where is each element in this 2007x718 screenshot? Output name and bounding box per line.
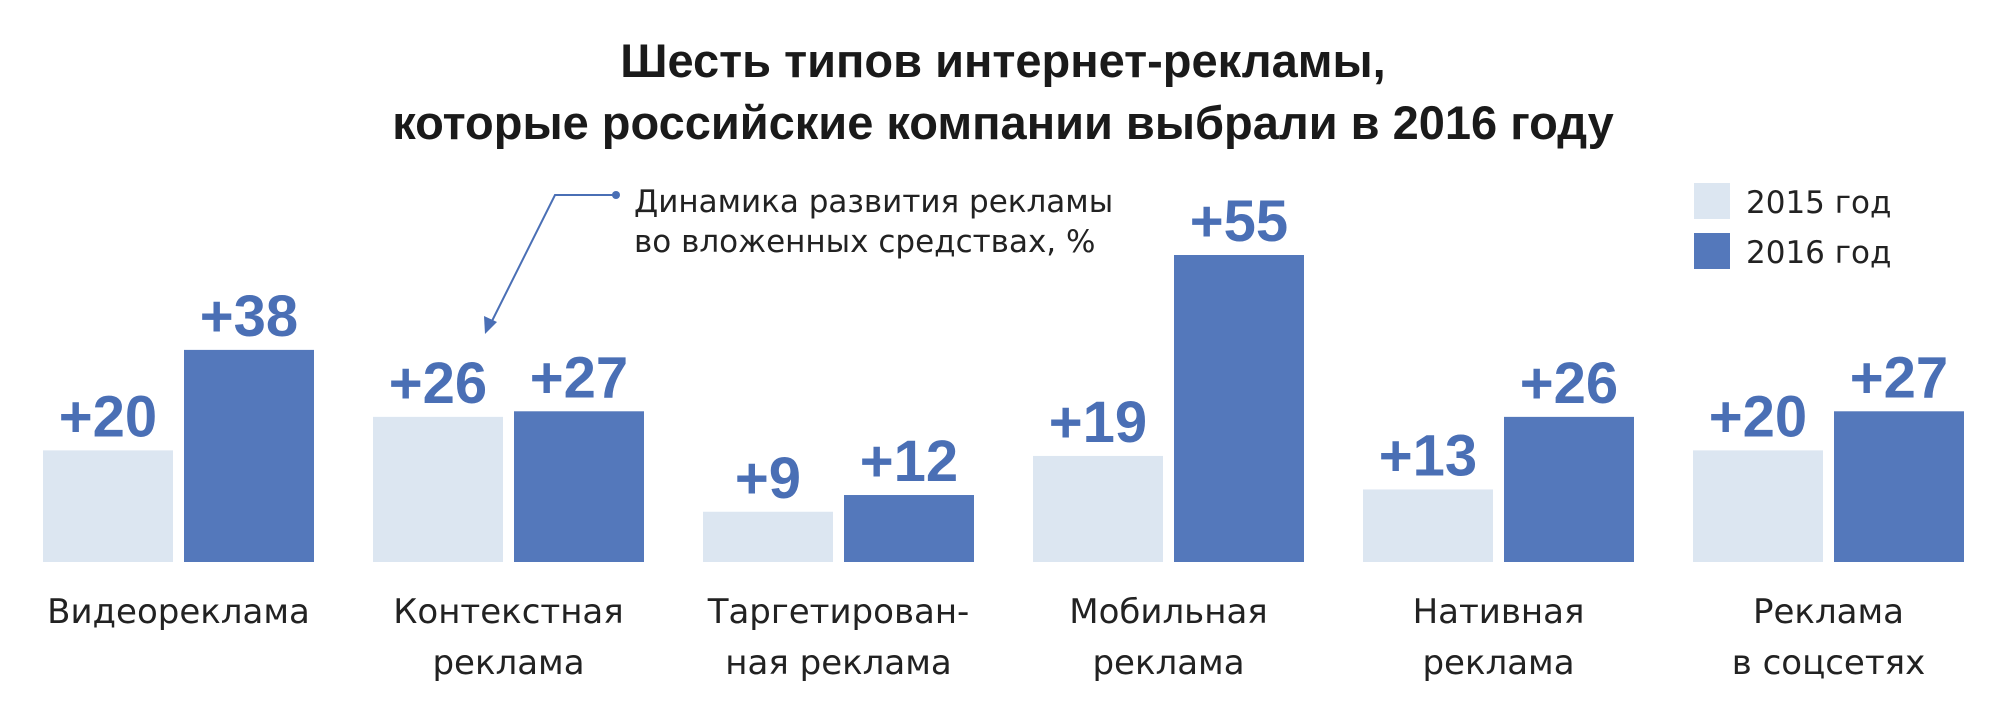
legend-swatch: [1694, 183, 1730, 219]
category-label: Нативная: [1413, 592, 1585, 632]
bar-2015: [1363, 489, 1493, 562]
bar-2015: [43, 450, 173, 562]
category-label: реклама: [432, 643, 584, 683]
bar-2016: [844, 495, 974, 562]
value-label: +12: [860, 429, 958, 494]
value-label: +27: [1850, 345, 1948, 410]
category-label: ная реклама: [725, 643, 951, 683]
bar-2015: [703, 511, 833, 562]
chart-title-line: Шесть типов интернет-рекламы,: [620, 34, 1385, 87]
bar-2015: [373, 416, 503, 562]
chart-title: Шесть типов интернет-рекламы, которые рос…: [392, 34, 1614, 149]
annotation: Динамика развития рекламы во вложенных ср…: [484, 184, 1113, 334]
bar-2016: [1504, 416, 1634, 562]
value-label: +13: [1379, 423, 1477, 488]
bar-2016: [184, 349, 314, 562]
category-label: Видеореклама: [47, 592, 310, 632]
legend-swatch: [1694, 233, 1730, 269]
legend-label: 2016 год: [1746, 235, 1891, 271]
value-label: +55: [1190, 189, 1288, 254]
category-label: реклама: [1092, 643, 1244, 683]
bars: [43, 255, 1964, 562]
annotation-text: во вложенных средствах, %: [634, 224, 1095, 260]
value-label: +26: [1520, 351, 1618, 416]
value-label: +20: [59, 384, 157, 449]
bar-2015: [1033, 455, 1163, 562]
category-label: Мобильная: [1069, 592, 1268, 632]
value-label: +27: [530, 345, 628, 410]
value-label: +26: [389, 351, 487, 416]
category-label: в соцсетях: [1732, 643, 1925, 683]
category-label: Реклама: [1753, 592, 1904, 632]
value-label: +38: [200, 284, 298, 349]
annotation-leader-line: [489, 194, 616, 326]
category-label: реклама: [1422, 643, 1574, 683]
value-label: +9: [735, 446, 801, 511]
annotation-text: Динамика развития рекламы: [634, 184, 1113, 220]
value-labels: +20 +38 +26 +27 +9 +12 +19 +55 +13 +26 +20 +27: [59, 189, 1948, 511]
bar-2016: [514, 411, 644, 562]
legend: 2015 год 2016 год: [1694, 183, 1891, 271]
bar-2015: [1693, 450, 1823, 562]
bar-2016: [1834, 411, 1964, 562]
chart-title-line: которые российские компании выбрали в 20…: [392, 96, 1614, 149]
value-label: +19: [1049, 390, 1147, 455]
value-label: +20: [1709, 384, 1807, 449]
annotation-arrowhead: [484, 316, 497, 334]
category-label: Таргетирован-: [707, 592, 970, 632]
bar-2016: [1174, 255, 1304, 562]
legend-label: 2015 год: [1746, 185, 1891, 221]
category-labels: Видеореклама Контекстная реклама Таргетиров…: [47, 592, 1925, 683]
category-label: Контекстная: [393, 592, 623, 632]
